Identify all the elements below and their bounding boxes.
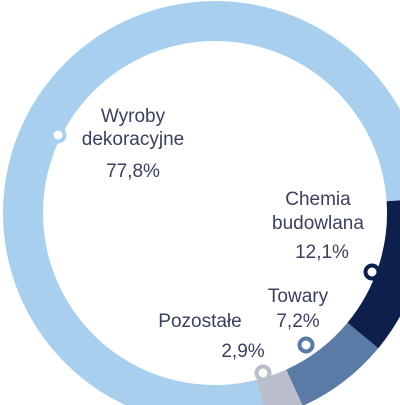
donut-segment [347, 200, 400, 349]
label-dot [297, 336, 315, 354]
value-label: 7,2% [276, 311, 319, 332]
label-dot [363, 263, 381, 281]
category-label: Towary [268, 286, 329, 307]
label-dot [254, 364, 272, 382]
value-label: 12,1% [295, 242, 349, 263]
category-label: Wyroby dekoracyjne [82, 106, 184, 150]
label-line: budowlana [272, 213, 364, 234]
label-line: Towary [268, 286, 329, 307]
label-line: dekoracyjne [82, 129, 184, 150]
label-line: Chemia [285, 189, 351, 210]
category-label: Pozostałe [158, 311, 241, 332]
label-dot [49, 126, 67, 144]
value-label: 2,9% [221, 341, 264, 362]
category-label: Chemia budowlana [272, 189, 364, 234]
label-line: Wyroby [101, 106, 166, 127]
value-label: 77,8% [106, 161, 160, 182]
donut-segment [286, 322, 379, 405]
label-line: Pozostałe [158, 311, 241, 332]
